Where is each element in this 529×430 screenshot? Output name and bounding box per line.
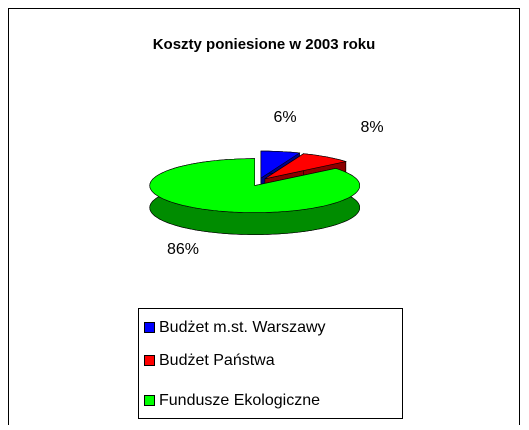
pie-slice: [264, 153, 347, 180]
pie-slice: [149, 158, 361, 213]
data-label: 8%: [360, 119, 383, 136]
data-label: 86%: [167, 241, 199, 258]
data-label: 6%: [273, 109, 296, 126]
chart-title: Koszty poniesione w 2003 roku: [153, 36, 376, 53]
pie-slice: [260, 150, 301, 179]
pie-tops: [149, 150, 361, 213]
legend-swatch: [144, 395, 155, 406]
legend-swatch: [144, 322, 155, 333]
legend-label: Budżet m.st. Warszawy: [159, 319, 326, 336]
legend-label: Budżet Państwa: [159, 352, 275, 369]
legend-box: [138, 308, 403, 419]
legend-label: Fundusze Ekologiczne: [159, 392, 320, 409]
legend-swatch: [144, 355, 155, 366]
